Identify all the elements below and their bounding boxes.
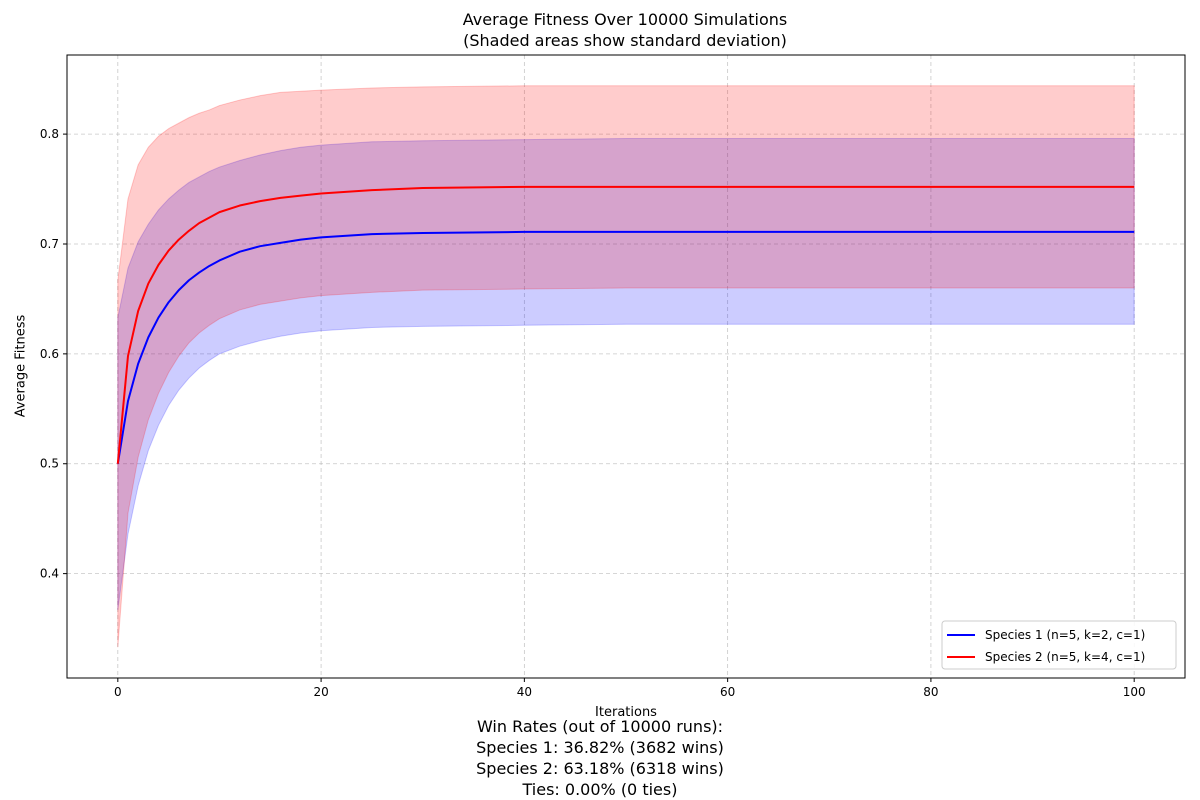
legend-label-series-2: Species 2 (n=5, k=4, c=1) bbox=[985, 650, 1145, 664]
x-tick-label: 60 bbox=[720, 685, 735, 699]
plot-frame bbox=[66, 54, 1186, 679]
win-rates-header: Win Rates (out of 10000 runs): bbox=[476, 717, 724, 736]
y-axis-label: Average Fitness bbox=[13, 314, 29, 418]
x-tick-label: 80 bbox=[923, 685, 938, 699]
y-tick-label: 0.5 bbox=[40, 457, 59, 471]
x-tick-label: 0 bbox=[114, 685, 122, 699]
win-rate-species-2: Species 2: 63.18% (6318 wins) bbox=[476, 759, 724, 778]
y-tick-label: 0.7 bbox=[40, 237, 59, 251]
win-rate-ties: Ties: 0.00% (0 ties) bbox=[522, 780, 678, 799]
win-rate-species-1: Species 1: 36.82% (3682 wins) bbox=[476, 738, 724, 757]
std-band-series-1 bbox=[117, 138, 1135, 610]
y-tick-label: 0.4 bbox=[40, 567, 59, 581]
mean-line-series-1 bbox=[116, 230, 1135, 464]
legend-label-series-1: Species 1 (n=5, k=2, c=1) bbox=[985, 628, 1145, 642]
y-tick-label: 0.8 bbox=[40, 127, 59, 141]
x-axis-label: Iterations bbox=[595, 705, 657, 720]
y-tick-label: 0.6 bbox=[40, 347, 59, 361]
legend-box bbox=[941, 620, 1177, 670]
mean-line-series-2 bbox=[116, 185, 1135, 464]
chart-title: Average Fitness Over 10000 Simulations bbox=[462, 10, 788, 29]
std-band-series-2 bbox=[117, 85, 1135, 648]
x-tick-label: 20 bbox=[313, 685, 328, 699]
win-rates-panel: Win Rates (out of 10000 runs): Species 1… bbox=[0, 716, 1200, 800]
chart-subtitle: (Shaded areas show standard deviation) bbox=[463, 31, 787, 50]
x-tick-label: 40 bbox=[517, 685, 532, 699]
x-tick-label: 100 bbox=[1123, 685, 1146, 699]
